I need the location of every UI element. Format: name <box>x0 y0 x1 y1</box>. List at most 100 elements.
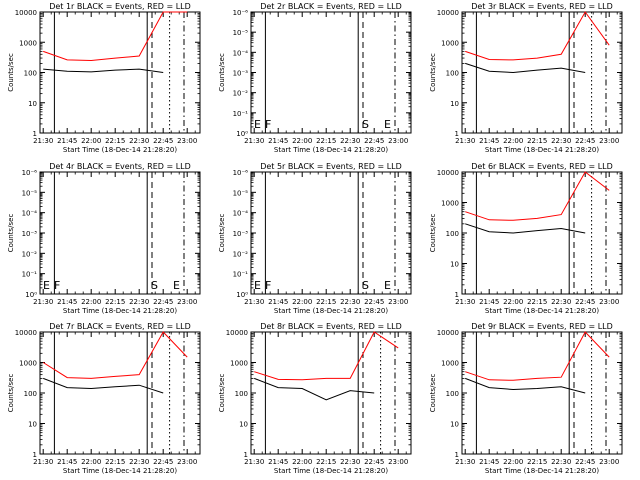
x-axis-title: Start Time (18-Dec-14 21:28:20) <box>485 146 599 154</box>
plot-frame <box>461 171 623 295</box>
x-tick-label: 23:00 <box>599 137 619 145</box>
y-tick-label: 10⁰ <box>236 291 248 299</box>
panel-title: Det 4r BLACK = Events, RED = LLD <box>49 162 191 171</box>
y-tick-label: 10⁰ <box>236 130 248 138</box>
x-tick-label: 22:00 <box>503 458 523 466</box>
plot-frame <box>461 331 623 455</box>
x-tick-label: 22:15 <box>105 458 125 466</box>
x-tick-label: 21:45 <box>268 298 288 306</box>
y-tick-label: 10000 <box>226 329 248 337</box>
series-events-line <box>465 223 586 234</box>
x-tick-label: 21:30 <box>455 298 475 306</box>
y-tick-label: 10000 <box>437 9 459 17</box>
y-tick-label: 10000 <box>437 169 459 177</box>
y-axis-label: Counts/sec <box>7 214 15 253</box>
y-tick-label: 10⁻⁶ <box>22 169 38 177</box>
series-events-line <box>254 377 375 401</box>
x-tick-label: 23:00 <box>177 458 197 466</box>
x-tick-label: 22:30 <box>551 298 571 306</box>
y-axis-label: Counts/sec <box>218 53 226 92</box>
flag-letter-e: E <box>254 279 261 292</box>
y-tick-label: 10⁻² <box>233 250 249 258</box>
flag-letter-f: F <box>54 279 60 292</box>
flag-letter-f: F <box>265 118 271 131</box>
y-tick-label: 10 <box>450 261 459 269</box>
x-axis-title: Start Time (18-Dec-14 21:28:20) <box>274 146 388 154</box>
y-axis-label: Counts/sec <box>218 374 226 413</box>
x-tick-label: 22:30 <box>340 298 360 306</box>
x-tick-label: 22:00 <box>81 458 101 466</box>
panel-title: Det 5r BLACK = Events, RED = LLD <box>260 162 402 171</box>
y-axis-label: Counts/sec <box>429 374 437 413</box>
y-tick-label: 1000 <box>441 360 459 368</box>
plot-frame <box>250 171 412 295</box>
y-axis-label: Counts/sec <box>429 53 437 92</box>
y-tick-label: 10 <box>28 100 37 108</box>
x-axis-title: Start Time (18-Dec-14 21:28:20) <box>63 146 177 154</box>
y-tick-label: 1000 <box>441 200 459 208</box>
x-tick-label: 23:00 <box>388 137 408 145</box>
x-tick-label: 21:45 <box>479 298 499 306</box>
x-tick-label: 22:45 <box>364 298 384 306</box>
y-tick-label: 10⁻⁵ <box>233 189 249 197</box>
panel-2: Det 2r BLACK = Events, RED = LLD Counts/s… <box>218 2 412 154</box>
y-tick-label: 10⁻³ <box>233 70 249 78</box>
flag-letter-s: S <box>362 118 369 131</box>
y-tick-label: 1 <box>455 451 459 459</box>
panel-title: Det 6r BLACK = Events, RED = LLD <box>471 162 613 171</box>
x-tick-label: 22:45 <box>575 137 595 145</box>
y-tick-label: 10⁻² <box>233 90 249 98</box>
plot-frame <box>39 331 201 455</box>
x-tick-label: 22:45 <box>153 458 173 466</box>
y-axis-label: Counts/sec <box>429 214 437 253</box>
series-events-line <box>465 62 586 74</box>
series-lld-line <box>43 11 188 62</box>
x-tick-label: 22:00 <box>292 298 312 306</box>
x-tick-label: 22:45 <box>153 298 173 306</box>
x-tick-label: 22:30 <box>129 458 149 466</box>
x-tick-label: 21:30 <box>33 458 53 466</box>
x-axis-title: Start Time (18-Dec-14 21:28:20) <box>274 307 388 315</box>
series-lld-line <box>42 331 188 379</box>
y-axis-label: Counts/sec <box>7 53 15 92</box>
y-tick-label: 10000 <box>15 329 37 337</box>
plot-frame <box>250 11 412 134</box>
panel-title: Det 9r BLACK = Events, RED = LLD <box>471 322 613 331</box>
panel-title: Det 8r BLACK = Events, RED = LLD <box>260 322 402 331</box>
x-tick-label: 22:00 <box>292 458 312 466</box>
y-tick-label: 10⁻¹ <box>22 271 38 279</box>
series-lld-line <box>465 331 610 381</box>
y-tick-label: 10 <box>450 100 459 108</box>
y-tick-label: 1000 <box>230 360 248 368</box>
x-tick-label: 21:45 <box>479 137 499 145</box>
flag-letter-e: E <box>384 118 391 131</box>
x-axis-title: Start Time (18-Dec-14 21:28:20) <box>485 307 599 315</box>
y-tick-label: 10 <box>239 421 248 429</box>
flag-letter-s: S <box>151 279 158 292</box>
y-tick-label: 10⁻⁶ <box>233 169 249 177</box>
panel-title: Det 3r BLACK = Events, RED = LLD <box>471 2 613 11</box>
x-tick-label: 23:00 <box>599 458 619 466</box>
flag-letter-e: E <box>173 279 180 292</box>
x-tick-label: 23:00 <box>177 137 197 145</box>
x-tick-label: 21:30 <box>455 458 475 466</box>
y-tick-label: 100 <box>446 70 459 78</box>
plot-frame <box>39 171 201 295</box>
y-tick-label: 10⁻⁶ <box>233 9 249 17</box>
x-tick-label: 22:00 <box>81 137 101 145</box>
panel-3: Det 3r BLACK = Events, RED = LLD Counts/s… <box>429 2 623 154</box>
y-tick-label: 100 <box>446 230 459 238</box>
y-tick-label: 10⁰ <box>25 291 37 299</box>
x-tick-label: 22:45 <box>575 458 595 466</box>
y-tick-label: 1 <box>455 291 459 299</box>
y-axis-label: Counts/sec <box>7 374 15 413</box>
x-tick-label: 22:45 <box>153 137 173 145</box>
x-tick-label: 21:30 <box>244 137 264 145</box>
flag-letter-e: E <box>254 118 261 131</box>
y-tick-label: 100 <box>235 390 248 398</box>
plot-frame <box>250 331 412 455</box>
panel-1: Det 1r BLACK = Events, RED = LLD Counts/s… <box>7 2 201 154</box>
panel-9: Det 9r BLACK = Events, RED = LLD Counts/s… <box>429 322 623 475</box>
panel-title: Det 1r BLACK = Events, RED = LLD <box>49 2 191 11</box>
x-tick-label: 21:45 <box>479 458 499 466</box>
